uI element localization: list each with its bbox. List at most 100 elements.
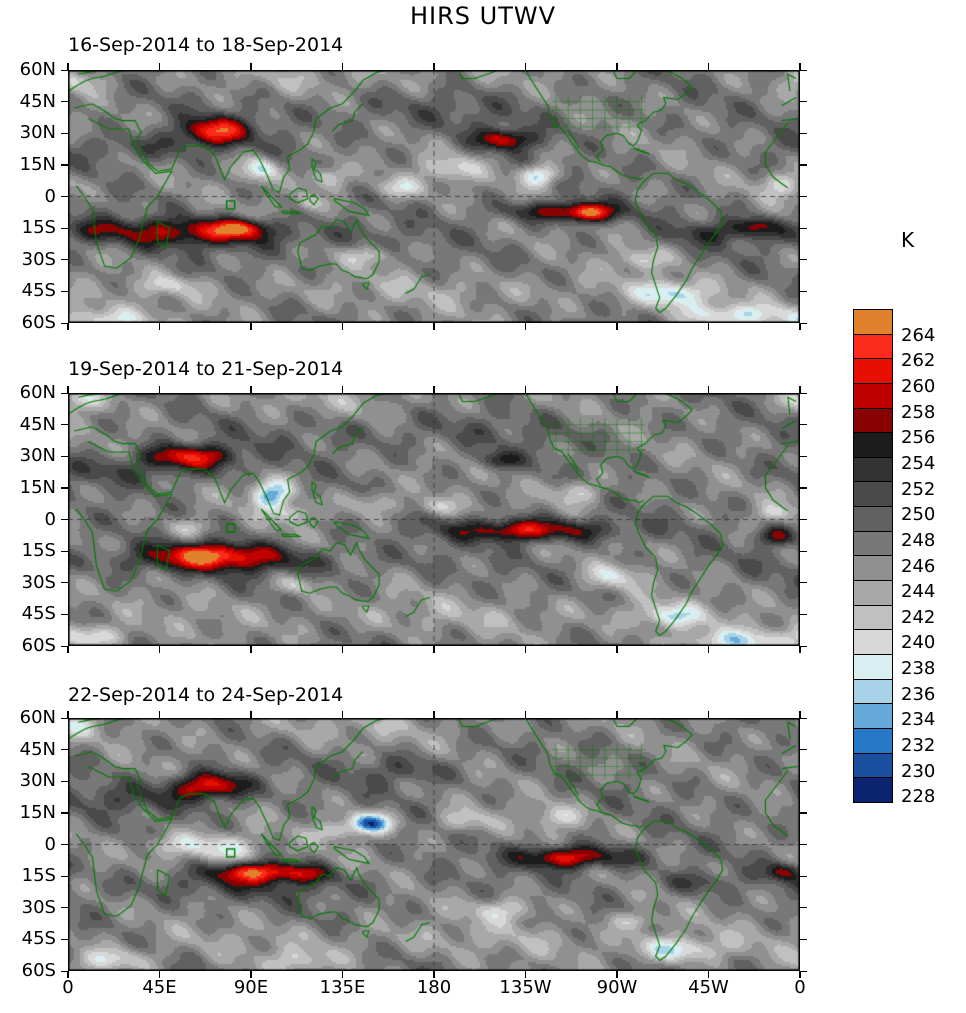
lat-tick-label: 30S (21, 571, 56, 593)
lat-tick-right (800, 875, 807, 877)
lon-tick-bottom (616, 323, 618, 330)
colorbar-tick-label: 236 (901, 683, 936, 705)
lat-tick-left (61, 322, 68, 324)
colorbar-tick-label: 232 (901, 735, 936, 757)
lon-tick-label: 0 (794, 977, 806, 998)
lat-tick-left (61, 749, 68, 751)
colorbar-tick-label: 228 (901, 786, 936, 808)
lat-tick-left (61, 132, 68, 134)
lon-tick-bottom (707, 971, 710, 978)
lat-tick-right (800, 519, 807, 521)
lon-tick-bottom (707, 646, 710, 653)
lat-tick-right (800, 645, 807, 647)
colorbar-segment (853, 678, 893, 705)
lat-tick-label: 45N (19, 413, 56, 435)
lat-tick-right (800, 69, 807, 71)
colorbar-segment (853, 703, 893, 729)
lat-tick-left (61, 907, 68, 909)
lat-tick-left (61, 392, 68, 394)
lat-tick-left (61, 487, 68, 489)
lat-tick-label: 60N (19, 707, 56, 728)
colorbar-tick-label: 260 (901, 375, 936, 397)
colorbar-tick-label: 264 (901, 324, 936, 346)
lon-tick-bottom (799, 646, 801, 653)
colorbar-tick-label: 248 (901, 529, 936, 551)
lat-tick-label: 60N (19, 382, 56, 403)
lat-tick-left (61, 613, 68, 616)
lat-tick-label: 15S (21, 217, 56, 239)
colorbar-segment (853, 752, 893, 779)
lat-tick-right (800, 196, 807, 198)
lon-tick-top (67, 386, 69, 393)
lat-tick-left (61, 844, 68, 846)
lat-tick-label: 0 (44, 508, 56, 530)
lon-tick-bottom (433, 646, 435, 653)
lon-tick-label: 90E (233, 977, 269, 998)
lat-tick-left (61, 970, 68, 972)
lat-tick-left (61, 582, 68, 584)
lon-tick-top (67, 63, 69, 70)
lat-tick-right (800, 424, 807, 426)
lon-tick-bottom (707, 323, 710, 330)
lat-tick-right (800, 487, 807, 489)
lon-tick-top (341, 63, 344, 70)
panel-1-date-range: 16-Sep-2014 to 18-Sep-2014 (68, 34, 344, 56)
lat-tick-right (800, 613, 807, 616)
lat-tick-left (61, 812, 68, 814)
lon-tick-top (250, 711, 252, 718)
lat-tick-right (800, 749, 807, 751)
colorbar-tick-label: 258 (901, 401, 936, 423)
lon-tick-bottom (341, 646, 344, 653)
lon-tick-top (799, 63, 801, 70)
colorbar-segment (853, 530, 893, 557)
lat-tick-right (800, 322, 807, 324)
lon-tick-bottom (341, 971, 344, 978)
lon-tick-top (433, 711, 435, 718)
lat-tick-label: 15S (21, 865, 56, 887)
colorbar-tick-label: 244 (901, 581, 936, 603)
lat-tick-left (61, 938, 68, 941)
lon-tick-top (158, 63, 161, 70)
lat-tick-right (800, 164, 807, 166)
lon-tick-top (707, 63, 710, 70)
lon-tick-bottom (433, 971, 435, 978)
map-panel-1 (68, 70, 800, 323)
colorbar-tick-label: 240 (901, 632, 936, 654)
lon-tick-top (433, 63, 435, 70)
colorbar-tick-label: 234 (901, 709, 936, 731)
lat-tick-label: 30N (19, 770, 56, 792)
lon-tick-top (341, 711, 344, 718)
lon-tick-top (524, 711, 527, 718)
colorbar-tick-label: 242 (901, 606, 936, 628)
lat-tick-right (800, 582, 807, 584)
colorbar-tick-label: 252 (901, 478, 936, 500)
lat-tick-right (800, 455, 807, 457)
colorbar-segment (853, 580, 893, 606)
lon-tick-bottom (524, 971, 527, 978)
colorbar (853, 309, 893, 803)
lon-tick-top (707, 386, 710, 393)
lat-tick-label: 45S (21, 928, 56, 950)
colorbar-segment (853, 382, 893, 409)
lon-tick-bottom (616, 971, 618, 978)
lat-tick-right (800, 717, 807, 719)
lon-tick-top (524, 63, 527, 70)
lat-tick-right (800, 132, 807, 134)
lon-tick-top (799, 711, 801, 718)
lat-tick-label: 15N (19, 476, 56, 498)
colorbar-units-label: K (901, 228, 915, 252)
lat-tick-label: 45S (21, 280, 56, 302)
lon-tick-bottom (158, 971, 161, 978)
lon-tick-bottom (799, 323, 801, 330)
colorbar-tick-label: 230 (901, 760, 936, 782)
lat-tick-right (800, 550, 807, 552)
lat-tick-right (800, 812, 807, 814)
lat-tick-left (61, 550, 68, 552)
lon-tick-bottom (616, 646, 618, 653)
lon-tick-bottom (158, 646, 161, 653)
lon-tick-top (616, 386, 618, 393)
lat-tick-right (800, 907, 807, 909)
colorbar-tick-label: 262 (901, 350, 936, 372)
lon-tick-bottom (250, 971, 252, 978)
